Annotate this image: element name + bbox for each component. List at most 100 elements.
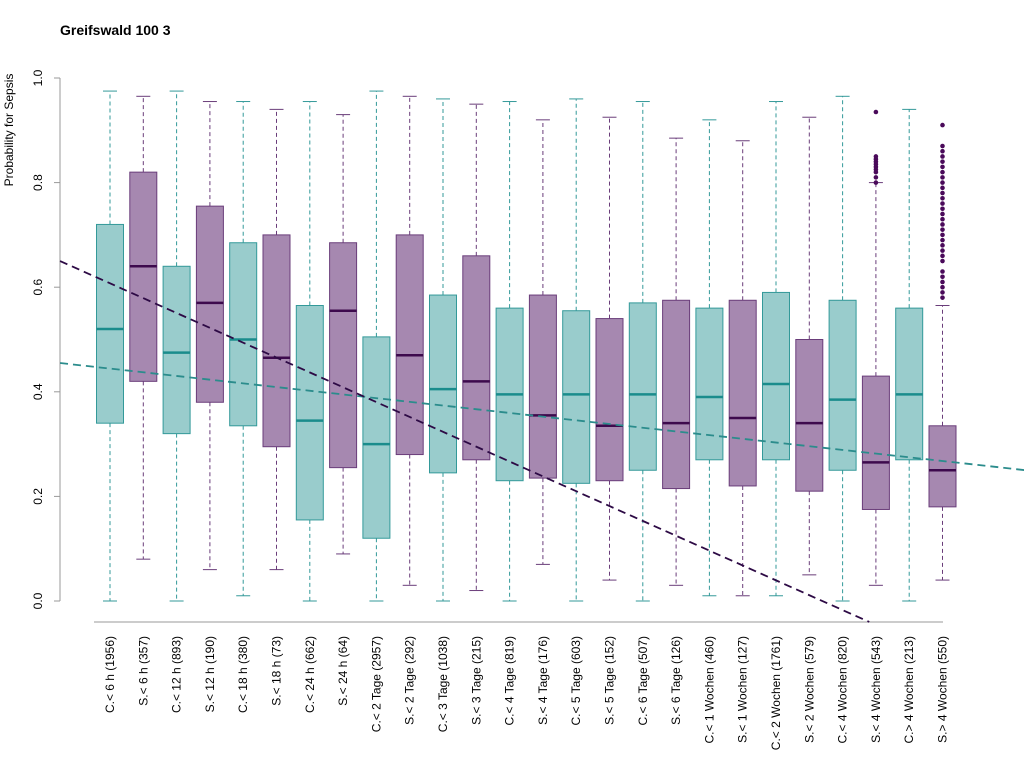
box-body (595, 318, 624, 482)
box-body (695, 307, 724, 461)
outlier-point (940, 190, 945, 196)
outlier-point (940, 169, 945, 175)
box-1 (129, 95, 158, 560)
box-4 (229, 101, 258, 597)
box-body (861, 375, 890, 510)
box-22 (828, 95, 857, 602)
category-label: C.< 1 Wochen (460) (702, 636, 716, 744)
outlier-point (873, 180, 879, 185)
box-10 (429, 98, 457, 602)
outlier-point (940, 269, 945, 274)
outlier-point (940, 143, 945, 149)
box-body (895, 307, 924, 461)
trend-lines-group (59, 260, 1024, 623)
box-body (562, 310, 591, 484)
category-label: C.< 3 Tage (1038) (436, 636, 450, 732)
category-label: C.< 2 Tage (2957) (369, 636, 383, 732)
box-19 (728, 140, 757, 597)
outlier-point (940, 295, 945, 300)
y-axis-label: Probability for Sepsis (2, 74, 16, 187)
trend-line-S (59, 260, 870, 623)
y-axis: 0.0 0.2 0.4 0.6 0.8 1.0 (31, 69, 61, 609)
box-body (928, 425, 957, 508)
category-label: S.< 24 h (64) (336, 636, 350, 706)
outlier-point (940, 227, 945, 232)
boxes-group (96, 90, 957, 602)
box-25 (928, 122, 957, 581)
category-label: S.< 6 h (357) (136, 636, 150, 706)
box-body (229, 242, 258, 427)
box-21 (795, 116, 824, 576)
y-tick-label: 1.0 (31, 69, 45, 86)
y-tick-label: 0.2 (31, 488, 45, 505)
category-label: S.< 1 Wochen (127) (736, 636, 750, 743)
box-20 (762, 101, 790, 597)
outlier-point (940, 201, 945, 206)
box-body (195, 205, 224, 403)
outlier-point (940, 232, 945, 238)
outlier-point (940, 222, 945, 227)
outlier-point (940, 159, 945, 164)
chart-title: Greifswald 100 3 (60, 22, 171, 38)
box-body (329, 242, 358, 469)
category-label: C.< 18 h (380) (236, 636, 250, 713)
box-13 (528, 119, 557, 565)
category-labels-group: C.< 6 h (1956) S.< 6 h (357) C.< 12 h (893… (103, 636, 950, 750)
category-label: S.< 2 Tage (292) (403, 636, 417, 725)
box-24 (895, 108, 924, 602)
box-11 (462, 103, 491, 592)
outlier-point (940, 180, 945, 185)
category-label: S.< 12 h (190) (203, 636, 217, 712)
y-tick-label: 0.8 (31, 174, 45, 191)
category-label: C.< 6 h (1956) (103, 636, 117, 713)
box-body (828, 299, 857, 471)
outlier-point (940, 253, 945, 259)
category-label: S.< 5 Tage (152) (603, 636, 617, 725)
category-label: S.< 3 Tage (215) (469, 636, 483, 725)
category-label: C.< 12 h (893) (170, 636, 184, 713)
category-label: S.< 6 Tage (126) (669, 636, 683, 725)
box-8 (362, 90, 391, 602)
outlier-point (873, 169, 879, 175)
box-body (462, 255, 491, 461)
category-label: S.> 4 Wochen (550) (936, 636, 950, 743)
box-body (96, 223, 124, 424)
outlier-point (873, 175, 879, 180)
outlier-point (940, 148, 945, 154)
box-5 (262, 108, 291, 571)
box-body (762, 291, 790, 461)
box-14 (562, 98, 591, 602)
box-6 (295, 101, 324, 602)
box-body (129, 171, 158, 382)
box-body (162, 265, 191, 435)
box-0 (96, 90, 124, 602)
box-body (295, 305, 324, 521)
outlier-point (940, 185, 945, 191)
outlier-point (940, 290, 945, 295)
box-12 (495, 101, 524, 602)
outlier-point (940, 211, 945, 217)
y-tick-label: 0.6 (31, 279, 45, 296)
category-label: C.< 6 Tage (507) (636, 636, 650, 726)
outlier-point (940, 175, 945, 180)
category-label: C.< 4 Tage (819) (503, 636, 517, 726)
box-body (728, 299, 757, 487)
outlier-point (940, 195, 945, 201)
box-body (429, 294, 457, 474)
box-body (262, 234, 291, 448)
box-body (362, 336, 391, 539)
box-2 (162, 90, 191, 602)
box-18 (695, 119, 724, 597)
category-label: C.< 2 Wochen (1761) (769, 636, 783, 750)
outlier-point (940, 248, 945, 253)
y-tick-label: 0.4 (31, 383, 45, 400)
box-17 (662, 137, 691, 586)
category-label: S.< 2 Wochen (579) (802, 636, 816, 743)
category-label: C.< 4 Wochen (820) (836, 636, 850, 744)
outlier-point (940, 216, 945, 222)
box-7 (329, 114, 358, 555)
outlier-point (940, 243, 945, 248)
category-label: C.> 4 Wochen (213) (902, 636, 916, 744)
